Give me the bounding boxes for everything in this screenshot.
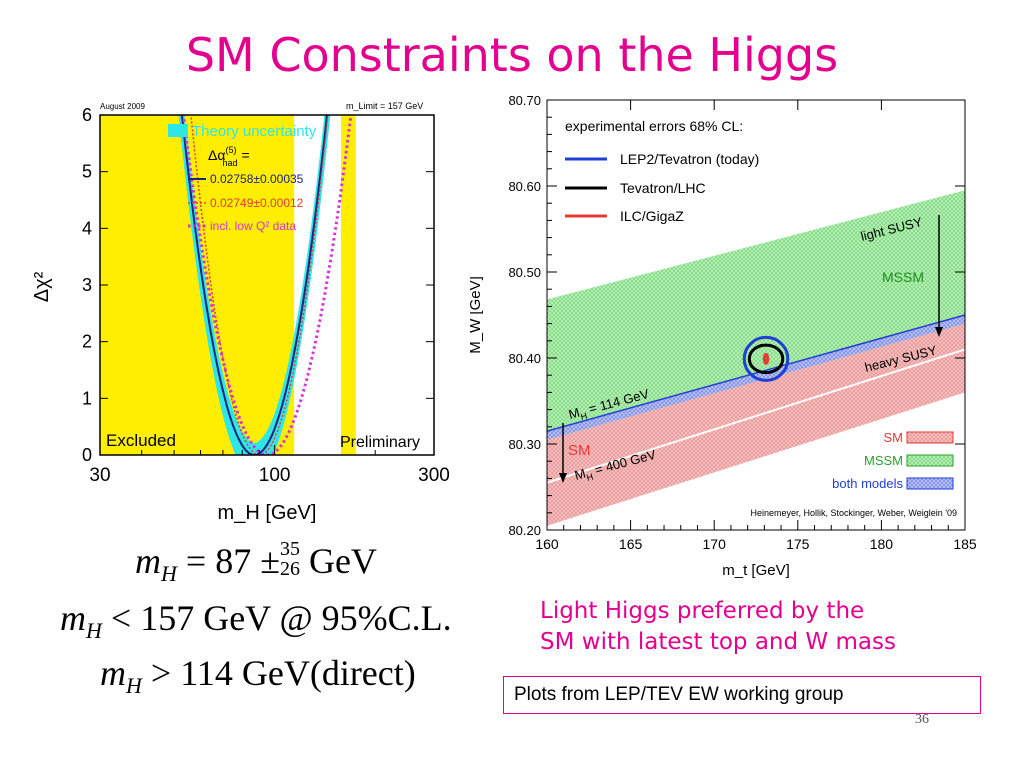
error-ellipse-0 xyxy=(742,335,790,382)
x-tick-label: 100 xyxy=(259,465,291,486)
legend-entry-3: incl. low Q² data xyxy=(210,219,296,233)
y-tick-label: 5 xyxy=(82,162,92,182)
y-axis-label: M_W [GeV] xyxy=(470,276,484,354)
key-both-swatch xyxy=(906,477,954,490)
equation-direct-limit: mH > 114 GeV(direct) xyxy=(100,653,416,699)
sm-inner-line xyxy=(547,348,965,484)
sm-band xyxy=(547,323,965,526)
y-tick-label: 4 xyxy=(82,218,92,238)
caption-line-2: SM with latest top and W mass xyxy=(540,629,896,655)
sm-label: SM xyxy=(568,442,591,459)
date-label: August 2009 xyxy=(100,102,145,111)
legend-blue-label: LEP2/Tevatron (today) xyxy=(620,151,759,167)
key-sm-swatch xyxy=(906,431,954,444)
legend-black-label: Tevatron/LHC xyxy=(620,180,706,196)
y-tick-label: 6 xyxy=(82,105,92,125)
x-axis-label: m_H [GeV] xyxy=(218,502,317,524)
x-tick-label: 300 xyxy=(418,465,450,486)
legend-title: experimental errors 68% CL: xyxy=(565,118,743,134)
mssm-band xyxy=(547,190,965,440)
y-tick-label: 80.20 xyxy=(508,523,541,538)
y-tick-label: 80.40 xyxy=(508,351,541,366)
y-tick-label: 80.30 xyxy=(508,437,541,452)
key-mssm-label: MSSM xyxy=(864,453,903,468)
page-number: 36 xyxy=(915,712,929,727)
caption-line-1: Light Higgs preferred by the xyxy=(540,598,865,624)
x-tick-label: 30 xyxy=(89,465,110,486)
x-tick-label: 165 xyxy=(619,536,643,552)
chi2-curve-0 xyxy=(180,115,328,455)
error-ellipse-1 xyxy=(747,343,785,375)
susy-arrowhead xyxy=(935,327,943,337)
legend-red-label: ILC/GigaZ xyxy=(620,208,684,224)
excluded-region-0 xyxy=(100,115,295,455)
mw-mt-plot: 80.20 80.30 80.40 80.50 80.60 80.70 160 165 170 1… xyxy=(470,95,977,579)
mssm-label: MSSM xyxy=(882,269,924,285)
x-tick-label: 175 xyxy=(786,536,810,552)
y-tick-label: 80.60 xyxy=(508,179,541,194)
key-sm-label: SM xyxy=(884,430,904,445)
excluded-region-1 xyxy=(340,115,356,455)
y-tick-label: 80.70 xyxy=(508,95,541,108)
y-tick-label: 3 xyxy=(82,275,92,295)
error-ellipse-2 xyxy=(762,353,770,365)
band-legend-swatch xyxy=(168,124,188,137)
y-tick-label: 80.50 xyxy=(508,265,541,280)
x-tick-label: 180 xyxy=(870,536,894,552)
mh114-line xyxy=(547,314,965,432)
legend-entry-1: 0.02758±0.00035 xyxy=(210,172,304,186)
equation-best-fit: mH = 87 ±35 26 GeV xyxy=(135,537,377,587)
credit-box: Plots from LEP/TEV EW working group xyxy=(503,676,981,714)
limit-label: m_Limit = 157 GeV xyxy=(346,101,423,111)
caption: Light Higgs preferred by the SM with lat… xyxy=(540,596,980,658)
chi2-plot: 0 1 2 3 4 5 6 30 100 300 August 2009 m_Limit = 15… xyxy=(31,101,450,524)
key-both-label: both models xyxy=(832,476,903,491)
alpha-label: Δα(5) had = xyxy=(208,145,250,168)
key-mssm-swatch xyxy=(906,454,954,467)
x-tick-label: 185 xyxy=(953,536,977,552)
authors-label: Heinemeyer, Hollik, Stockinger, Weber, W… xyxy=(751,508,958,518)
theory-uncertainty-band xyxy=(178,115,331,455)
y-axis-label: Δχ² xyxy=(31,271,53,302)
legend-entry-2: 0.02749±0.00012 xyxy=(210,196,304,210)
excluded-label: Excluded xyxy=(106,431,176,450)
sm-arrowhead xyxy=(559,473,567,483)
y-tick-label: 2 xyxy=(82,332,92,352)
preliminary-label: Preliminary xyxy=(340,434,420,451)
equation-upper-limit: mH < 157 GeV @ 95%C.L. xyxy=(60,598,452,644)
x-tick-label: 170 xyxy=(703,536,727,552)
band-legend-label: Theory uncertainty xyxy=(192,123,317,140)
y-tick-label: 0 xyxy=(82,445,92,465)
y-tick-label: 1 xyxy=(82,388,92,408)
slide-title: SM Constraints on the Higgs xyxy=(185,28,839,82)
x-tick-label: 160 xyxy=(535,536,559,552)
x-axis-label: m_t [GeV] xyxy=(722,562,790,579)
